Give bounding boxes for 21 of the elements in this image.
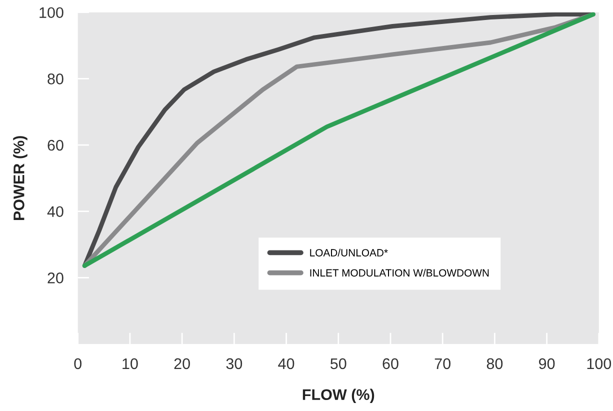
y-tick-label: 40 — [47, 206, 64, 218]
x-tick-label: 20 — [174, 358, 190, 370]
x-tick-label: 70 — [434, 358, 450, 370]
y-tick-label: 20 — [48, 272, 64, 284]
x-tick-label: 90 — [539, 358, 555, 370]
legend-label: LOAD/UNLOAD* — [310, 248, 388, 256]
x-tick-label: 10 — [122, 358, 138, 370]
legend-label: INLET MODULATION W/BLOWDOWN — [310, 268, 489, 277]
y-tick-label: 60 — [48, 140, 64, 151]
x-tick-label: 40 — [278, 358, 294, 370]
x-tick-label: 30 — [226, 358, 242, 370]
x-tick-label: 0 — [74, 358, 82, 370]
x-tick-label: 80 — [486, 358, 503, 370]
line-series — [82, 12, 596, 268]
y-axis-title: POWER (%) — [13, 136, 28, 220]
x-tick-label: 50 — [330, 358, 346, 370]
x-tick-label: 60 — [382, 358, 398, 370]
x-axis-title: FLOW (%) — [302, 388, 374, 404]
y-tick-label: 80 — [48, 74, 64, 84]
y-tick-label: 100 — [40, 7, 64, 18]
x-tick-label: 100 — [587, 358, 612, 370]
